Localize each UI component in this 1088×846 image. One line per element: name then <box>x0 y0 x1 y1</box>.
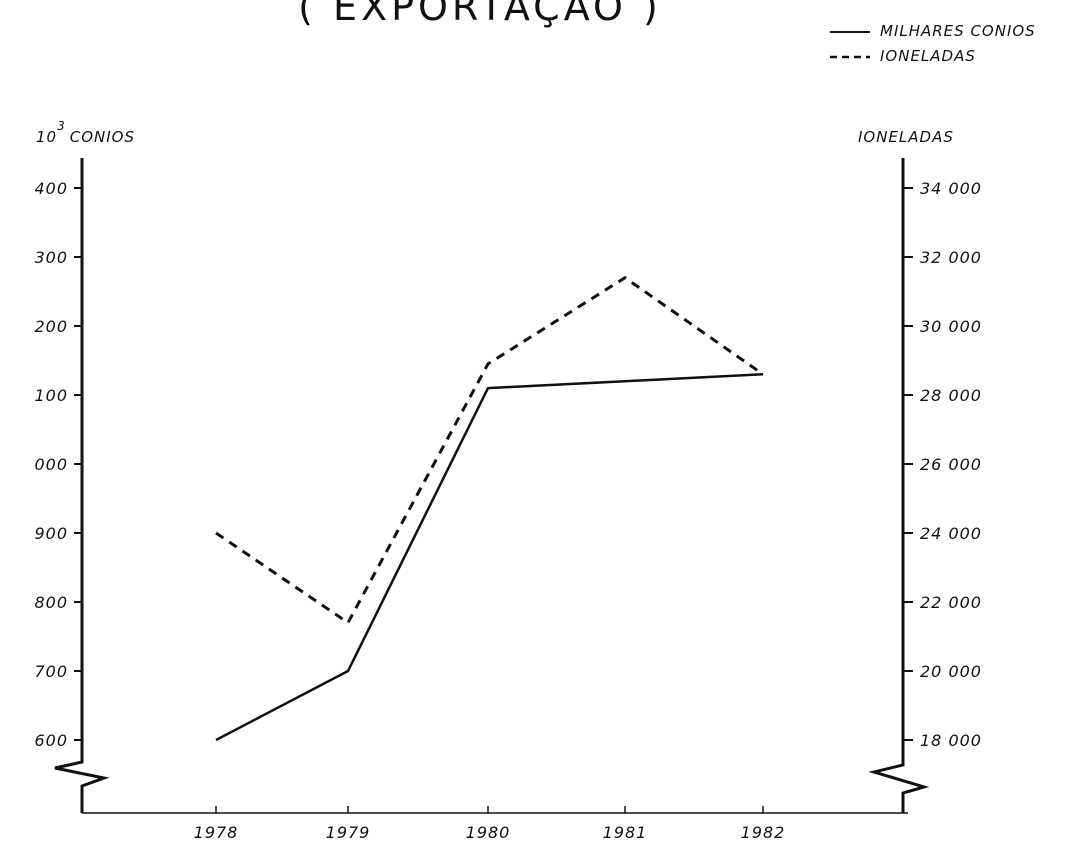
x-tick-label: 1981 <box>603 823 648 842</box>
series-line-milhares-conios <box>215 373 764 742</box>
right-tick-label: 24 000 <box>920 524 982 543</box>
right-axis-line <box>868 158 930 813</box>
left-tick-label: 800 <box>34 593 68 612</box>
left-tick-label: 700 <box>34 662 68 681</box>
right-tick-label: 32 000 <box>920 248 982 267</box>
right-tick-label: 26 000 <box>920 455 982 474</box>
x-tick-label: 1980 <box>466 823 511 842</box>
left-axis-label-text: CONIOS <box>70 128 135 146</box>
left-axis-line <box>54 158 110 813</box>
x-axis-ticks: 1978 1979 1980 1981 1982 <box>194 806 786 842</box>
right-axis-label: IONELADAS <box>858 128 954 146</box>
right-tick-label: 20 000 <box>920 662 982 681</box>
right-tick-label: 30 000 <box>920 317 982 336</box>
right-tick-label: 34 000 <box>920 179 982 198</box>
right-tick-label: 28 000 <box>920 386 982 405</box>
x-tick-label: 1979 <box>326 823 371 842</box>
series-line-toneladas <box>215 276 764 625</box>
series-layer <box>215 276 764 742</box>
x-tick-label: 1978 <box>194 823 239 842</box>
left-axis-label: 103 CONIOS <box>36 119 135 146</box>
left-tick-label: 400 <box>34 179 68 198</box>
chart-title: ( EXPORTAÇÃO ) <box>298 0 662 29</box>
left-axis-ticks: 600 700 800 900 000 100 200 300 400 <box>34 179 82 750</box>
axes <box>54 158 930 814</box>
left-tick-label: 300 <box>34 248 68 267</box>
left-tick-label: 100 <box>34 386 68 405</box>
right-axis-ticks: 18 000 20 000 22 000 24 000 26 000 28 000 30 0… <box>903 179 982 750</box>
left-axis-label-exponent: 3 <box>57 119 66 133</box>
left-tick-label: 000 <box>34 455 68 474</box>
legend-label-milhares: MILHARES CONIOS <box>880 22 1036 40</box>
left-tick-label: 900 <box>34 524 68 543</box>
right-tick-label: 22 000 <box>920 593 982 612</box>
left-tick-label: 200 <box>34 317 68 336</box>
right-tick-label: 18 000 <box>920 731 982 750</box>
legend-label-toneladas: IONELADAS <box>880 47 976 65</box>
x-tick-label: 1982 <box>741 823 786 842</box>
left-axis-label-base: 10 <box>36 128 57 146</box>
left-tick-label: 600 <box>34 731 68 750</box>
legend: MILHARES CONIOS IONELADAS <box>830 22 1036 65</box>
